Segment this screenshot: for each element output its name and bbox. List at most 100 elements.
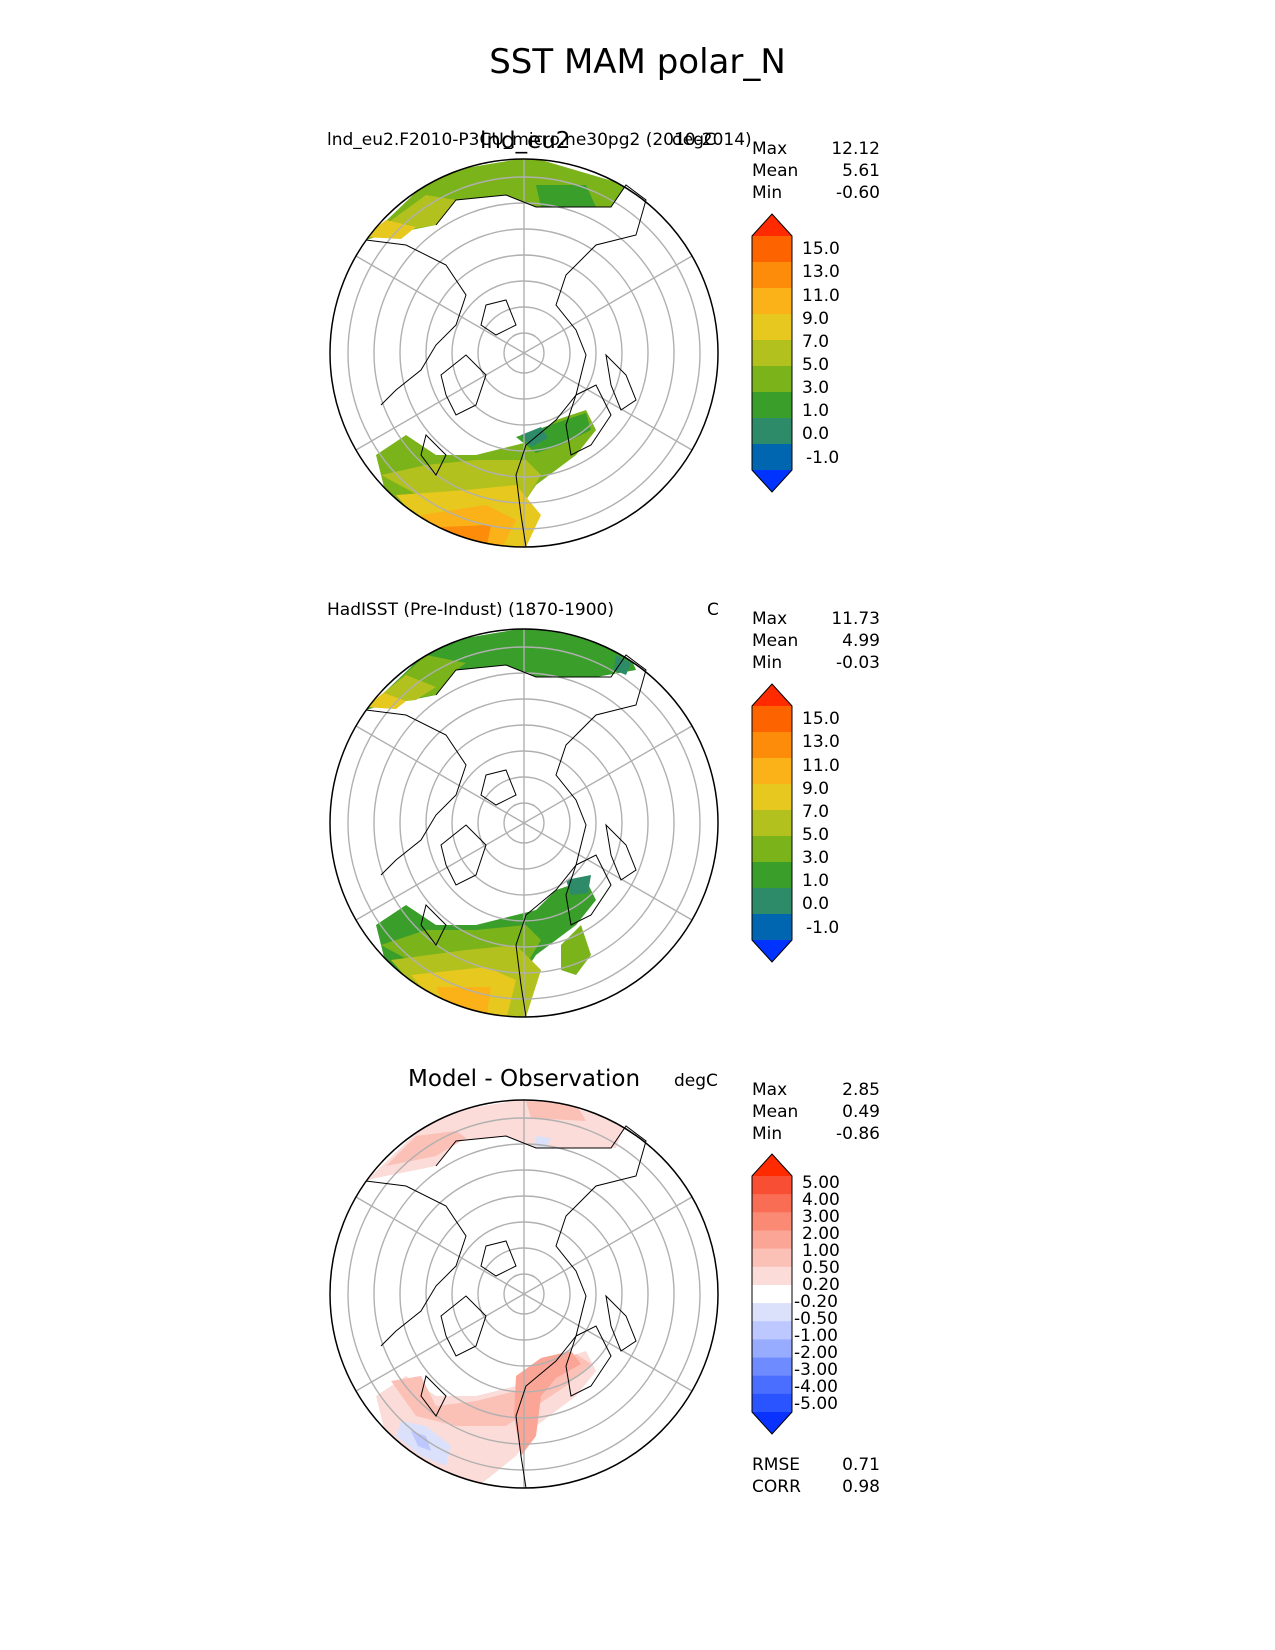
colorbar-tick: 9.0: [802, 779, 830, 799]
colorbar-outline: [751, 213, 793, 493]
colorbar-segment: [752, 784, 792, 811]
colorbar-cap-bottom: [752, 1412, 792, 1434]
colorbar-cap-top: [752, 214, 792, 236]
colorbar-tick: -5.00: [794, 1394, 838, 1414]
colorbar-segment: [752, 392, 792, 419]
stat-label: Max: [752, 139, 788, 159]
ocean-pacific-warmer: [364, 693, 406, 709]
colorbar-tick: -0.50: [794, 1309, 838, 1329]
colorbar-segment: [752, 418, 792, 445]
colorbar-tick: 13.0: [802, 732, 840, 752]
colorbar-segment: [752, 836, 792, 863]
colorbar-tick: 1.0: [802, 871, 830, 891]
ocean-barents-cold: [566, 875, 591, 895]
ocean-pacific-cold: [536, 185, 596, 207]
colorbar-tick: -4.00: [794, 1377, 838, 1397]
colorbar-tick: -0.20: [794, 1292, 838, 1312]
colorbar-tick: 11.0: [802, 756, 840, 776]
colorbar-cap-bottom: [752, 940, 792, 962]
stat-label: CORR: [752, 1477, 801, 1497]
colorbar-segment: [752, 1375, 792, 1395]
ocean-baltic: [561, 925, 591, 975]
stat-label: RMSE: [752, 1455, 801, 1475]
panel1-stats: Max 12.12 Mean 5.61 Min -0.60: [752, 138, 880, 204]
stat-label: Max: [752, 1080, 788, 1100]
map-boundary: [329, 158, 719, 548]
stat-value: 4.99: [842, 631, 880, 651]
panel1-colorbar: [751, 213, 793, 493]
colorbar-segment: [752, 888, 792, 915]
colorbar-outline: [751, 1153, 793, 1435]
colorbar-tick: 0.0: [802, 424, 830, 444]
colorbar-tick: 9.0: [802, 309, 830, 329]
graticule: [347, 1100, 701, 1488]
colorbar-tick: 2.00: [802, 1224, 840, 1244]
colorbar-tick: 7.0: [802, 802, 830, 822]
colorbar-segment: [752, 1357, 792, 1377]
colorbar-segment: [752, 340, 792, 367]
stat-value: 0.71: [842, 1455, 880, 1475]
stat-value: 2.85: [842, 1080, 880, 1100]
colorbar-tick: -1.0: [806, 918, 840, 938]
stat-value: -0.86: [836, 1124, 880, 1144]
coastlines: [365, 654, 647, 1018]
panel3-extra-stats: RMSE 0.71 CORR 0.98: [752, 1454, 880, 1498]
colorbar-tick: 5.00: [802, 1173, 840, 1193]
colorbar-tick: 15.0: [802, 239, 840, 259]
colorbar-segment: [752, 1321, 792, 1340]
colorbar-segment: [752, 366, 792, 393]
colorbar-segment: [752, 1303, 792, 1322]
colorbar-tick: 5.0: [802, 825, 830, 845]
colorbar-segment: [752, 1284, 792, 1304]
colorbar-tick: 1.00: [802, 1241, 840, 1261]
stat-value: -0.03: [836, 653, 880, 673]
colorbar-segment: [752, 1339, 792, 1359]
colorbar-tick: -1.0: [806, 448, 840, 468]
stat-label: Min: [752, 653, 783, 673]
panel2-right-title: C: [707, 600, 719, 620]
panel1-left-title: lnd_eu2.F2010-P3CU_micro.ne30pg2 (2010-2…: [327, 130, 752, 150]
colorbar-tick: 4.00: [802, 1190, 840, 1210]
colorbar-segment: [752, 914, 792, 941]
colorbar-segment: [752, 236, 792, 263]
stat-value: 5.61: [842, 161, 880, 181]
stat-value: 11.73: [831, 609, 880, 629]
colorbar-cap-bottom: [752, 470, 792, 492]
colorbar-tick: -2.00: [794, 1343, 838, 1363]
colorbar-cap-top: [752, 1154, 792, 1176]
colorbar-segment: [752, 810, 792, 837]
colorbar-tick: 13.0: [802, 262, 840, 282]
colorbar-segment: [752, 1248, 792, 1268]
diff-labrador-cool-2: [411, 1431, 431, 1451]
colorbar-segment: [752, 758, 792, 785]
colorbar-tick: -1.00: [794, 1326, 838, 1346]
colorbar-tick: -3.00: [794, 1360, 838, 1380]
panel2-stats: Max 11.73 Mean 4.99 Min -0.03: [752, 608, 880, 674]
map-boundary: [329, 1099, 719, 1489]
stat-value: 0.49: [842, 1102, 880, 1122]
stat-label: Mean: [752, 1102, 799, 1122]
colorbar-tick: 0.50: [802, 1258, 840, 1278]
colorbar-segment: [752, 1176, 792, 1195]
colorbar-tick: 0.0: [802, 894, 830, 914]
diff-nordic-warm: [514, 1351, 581, 1456]
panel3-colorbar: [751, 1153, 793, 1435]
ocean-pacific-cold: [614, 655, 631, 675]
stat-value: 0.98: [842, 1477, 880, 1497]
panel3-stats: Max 2.85 Mean 0.49 Min -0.86: [752, 1079, 880, 1145]
colorbar-tick: 3.0: [802, 378, 830, 398]
panel3-polar-map: [329, 1099, 719, 1489]
figure-title: SST MAM polar_N: [489, 42, 786, 82]
stat-label: Min: [752, 1124, 783, 1144]
colorbar-segment: [752, 444, 792, 471]
colorbar-segment: [752, 1393, 792, 1413]
coastlines: [365, 1125, 647, 1489]
stat-value: 12.12: [831, 139, 880, 159]
colorbar-segment: [752, 262, 792, 289]
colorbar-segment: [752, 1194, 792, 1213]
colorbar-tick: 7.0: [802, 332, 830, 352]
stat-label: Min: [752, 183, 783, 203]
map-boundary: [329, 628, 719, 1018]
panel1-right-title: degC: [672, 130, 716, 150]
colorbar-tick: 15.0: [802, 709, 840, 729]
